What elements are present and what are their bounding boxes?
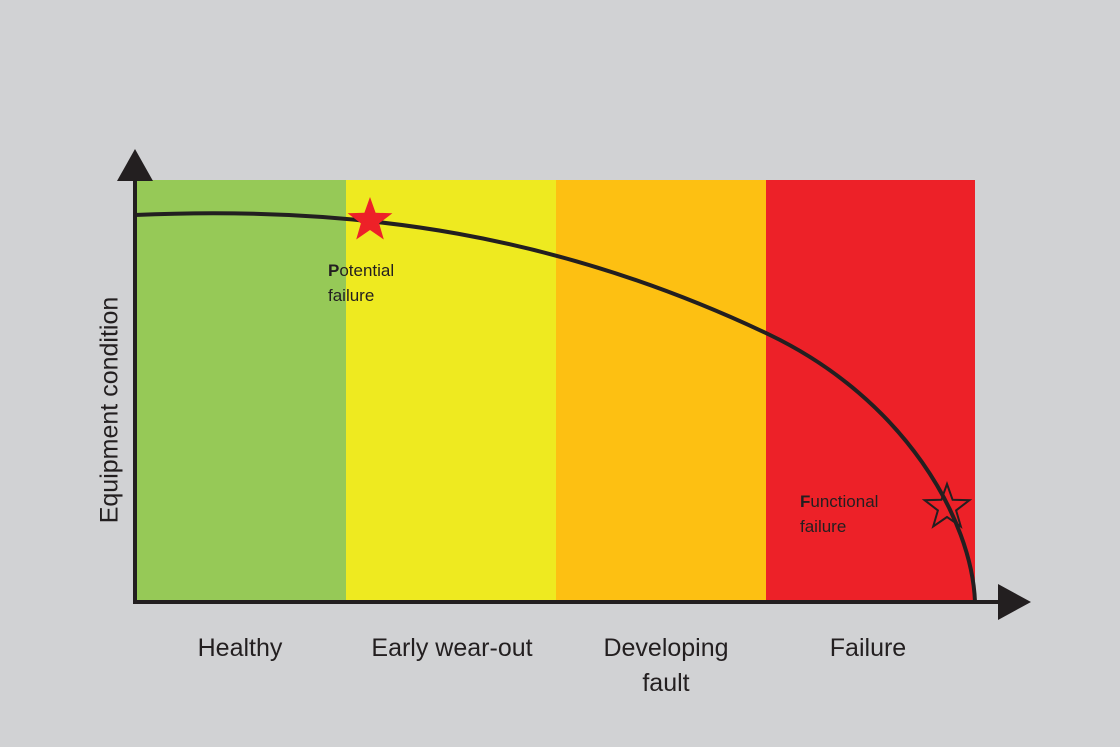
zone-developing-fault <box>556 180 766 602</box>
y-axis-title: Equipment condition <box>95 296 124 524</box>
zone-label-developing-fault: Developing fault <box>603 634 729 697</box>
zone-early-wear-out <box>346 180 556 602</box>
x-axis-arrowhead <box>998 584 1031 620</box>
functional-failure-label: Functional failure <box>800 492 879 536</box>
zone-label-healthy: Healthy <box>197 634 283 662</box>
functional-failure-star-icon <box>921 481 973 529</box>
potential-failure-star-icon <box>347 197 393 240</box>
zone-failure <box>766 180 975 602</box>
potential-failure-label: Potential failure <box>328 261 395 305</box>
y-axis-arrowhead <box>117 149 153 181</box>
zone-label-early-wear-out: Early wear-out <box>371 634 533 662</box>
zone-label-failure: Failure <box>829 634 907 662</box>
condition-curve <box>134 211 977 603</box>
zone-healthy <box>135 180 346 602</box>
